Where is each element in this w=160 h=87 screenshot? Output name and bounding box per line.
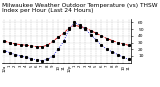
Text: Milwaukee Weather Outdoor Temperature (vs) THSW Index per Hour (Last 24 Hours): Milwaukee Weather Outdoor Temperature (v… [2,3,157,13]
